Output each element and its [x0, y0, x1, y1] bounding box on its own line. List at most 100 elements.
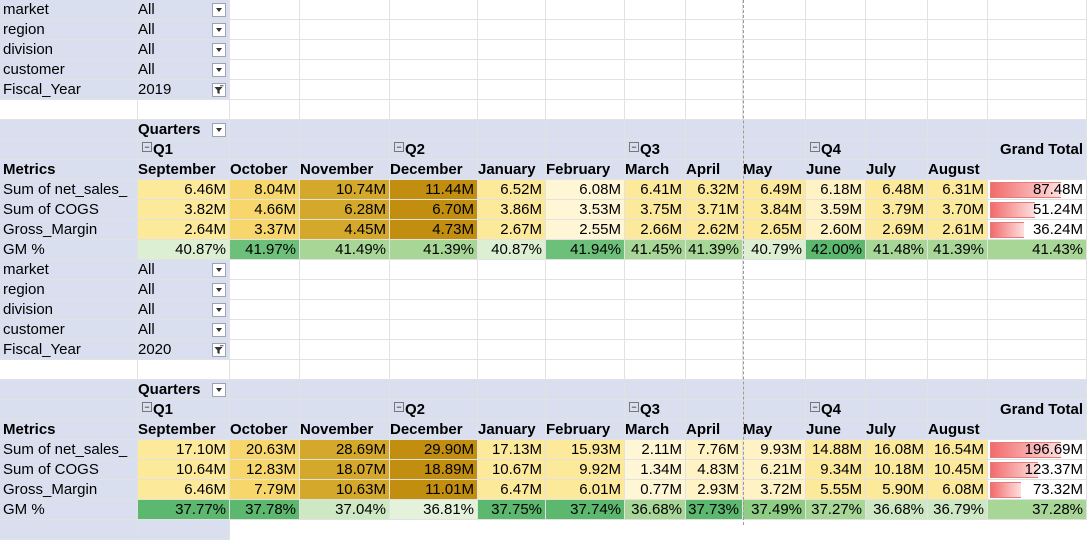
- data-cell[interactable]: 6.47M: [478, 480, 546, 500]
- data-cell[interactable]: 14.88M: [806, 440, 866, 460]
- empty-cell[interactable]: [988, 360, 1087, 380]
- data-cell[interactable]: 3.53M: [546, 200, 625, 220]
- empty-cell[interactable]: [478, 300, 546, 320]
- empty-cell[interactable]: [988, 260, 1087, 280]
- data-cell[interactable]: 2.62M: [686, 220, 743, 240]
- data-cell[interactable]: 37.27%: [806, 500, 866, 520]
- empty-cell[interactable]: [866, 280, 928, 300]
- data-cell[interactable]: 3.86M: [478, 200, 546, 220]
- data-cell[interactable]: 10.74M: [300, 180, 390, 200]
- data-cell[interactable]: 17.10M: [138, 440, 230, 460]
- collapse-quarter-button[interactable]: −: [142, 402, 152, 412]
- empty-cell[interactable]: [806, 280, 866, 300]
- data-cell[interactable]: 6.08M: [546, 180, 625, 200]
- collapse-quarter-button[interactable]: −: [629, 142, 639, 152]
- data-cell[interactable]: 41.39%: [390, 240, 478, 260]
- empty-cell[interactable]: [478, 280, 546, 300]
- filter-value[interactable]: All: [138, 20, 230, 40]
- data-cell[interactable]: 15.93M: [546, 440, 625, 460]
- grand-total-cell[interactable]: 41.43%: [988, 240, 1087, 260]
- empty-cell[interactable]: [928, 300, 988, 320]
- data-cell[interactable]: 36.68%: [625, 500, 686, 520]
- empty-cell[interactable]: [928, 280, 988, 300]
- empty-cell[interactable]: [988, 0, 1087, 20]
- empty-cell[interactable]: [686, 300, 743, 320]
- data-cell[interactable]: 6.32M: [686, 180, 743, 200]
- empty-cell[interactable]: [686, 20, 743, 40]
- empty-cell[interactable]: [928, 360, 988, 380]
- grand-total-cell[interactable]: 36.24M: [988, 220, 1087, 240]
- data-cell[interactable]: 37.73%: [686, 500, 743, 520]
- empty-cell[interactable]: [686, 40, 743, 60]
- data-cell[interactable]: 6.31M: [928, 180, 988, 200]
- data-cell[interactable]: 3.79M: [866, 200, 928, 220]
- data-cell[interactable]: 4.66M: [230, 200, 300, 220]
- data-cell[interactable]: 3.72M: [743, 480, 806, 500]
- empty-cell[interactable]: [928, 80, 988, 100]
- data-cell[interactable]: 36.68%: [866, 500, 928, 520]
- empty-cell[interactable]: [866, 260, 928, 280]
- empty-cell[interactable]: [300, 360, 390, 380]
- data-cell[interactable]: 3.59M: [806, 200, 866, 220]
- empty-cell[interactable]: [230, 260, 300, 280]
- empty-cell[interactable]: [686, 60, 743, 80]
- data-cell[interactable]: 3.70M: [928, 200, 988, 220]
- empty-cell[interactable]: [866, 60, 928, 80]
- filter-dropdown-button[interactable]: [212, 263, 226, 277]
- data-cell[interactable]: 41.48%: [866, 240, 928, 260]
- data-cell[interactable]: 9.92M: [546, 460, 625, 480]
- empty-cell[interactable]: [546, 0, 625, 20]
- quarters-dropdown-button[interactable]: [212, 123, 226, 137]
- empty-cell[interactable]: [390, 320, 478, 340]
- data-cell[interactable]: 6.18M: [806, 180, 866, 200]
- empty-cell[interactable]: [743, 20, 806, 40]
- data-cell[interactable]: 6.46M: [138, 180, 230, 200]
- empty-cell[interactable]: [866, 300, 928, 320]
- empty-cell[interactable]: [988, 320, 1087, 340]
- data-cell[interactable]: 3.84M: [743, 200, 806, 220]
- data-cell[interactable]: 10.67M: [478, 460, 546, 480]
- empty-cell[interactable]: [230, 60, 300, 80]
- data-cell[interactable]: 17.13M: [478, 440, 546, 460]
- empty-cell[interactable]: [743, 60, 806, 80]
- empty-cell[interactable]: [390, 60, 478, 80]
- empty-cell[interactable]: [806, 100, 866, 120]
- collapse-quarter-button[interactable]: −: [810, 142, 820, 152]
- grand-total-cell[interactable]: 51.24M: [988, 200, 1087, 220]
- data-cell[interactable]: 7.79M: [230, 480, 300, 500]
- data-cell[interactable]: 20.63M: [230, 440, 300, 460]
- empty-cell[interactable]: [390, 100, 478, 120]
- grand-total-cell[interactable]: 73.32M: [988, 480, 1087, 500]
- empty-cell[interactable]: [686, 320, 743, 340]
- empty-cell[interactable]: [390, 0, 478, 20]
- empty-cell[interactable]: [300, 80, 390, 100]
- empty-cell[interactable]: [300, 0, 390, 20]
- empty-cell[interactable]: [478, 20, 546, 40]
- empty-cell[interactable]: [478, 60, 546, 80]
- empty-cell[interactable]: [928, 20, 988, 40]
- grand-total-cell[interactable]: 196.69M: [988, 440, 1087, 460]
- empty-cell[interactable]: [743, 100, 806, 120]
- empty-cell[interactable]: [546, 40, 625, 60]
- data-cell[interactable]: 41.97%: [230, 240, 300, 260]
- empty-cell[interactable]: [806, 0, 866, 20]
- data-cell[interactable]: 9.34M: [806, 460, 866, 480]
- grand-total-cell[interactable]: 87.48M: [988, 180, 1087, 200]
- empty-cell[interactable]: [625, 320, 686, 340]
- data-cell[interactable]: 18.89M: [390, 460, 478, 480]
- data-cell[interactable]: 6.41M: [625, 180, 686, 200]
- empty-cell[interactable]: [478, 320, 546, 340]
- data-cell[interactable]: 3.71M: [686, 200, 743, 220]
- empty-cell[interactable]: [478, 340, 546, 360]
- empty-cell[interactable]: [806, 260, 866, 280]
- empty-cell[interactable]: [625, 60, 686, 80]
- quarters-dropdown-button[interactable]: [212, 383, 226, 397]
- empty-cell[interactable]: [928, 320, 988, 340]
- data-cell[interactable]: 0.77M: [625, 480, 686, 500]
- data-cell[interactable]: 6.52M: [478, 180, 546, 200]
- empty-cell[interactable]: [230, 300, 300, 320]
- empty-cell[interactable]: [686, 0, 743, 20]
- empty-cell[interactable]: [743, 0, 806, 20]
- empty-cell[interactable]: [0, 360, 138, 380]
- data-cell[interactable]: 3.82M: [138, 200, 230, 220]
